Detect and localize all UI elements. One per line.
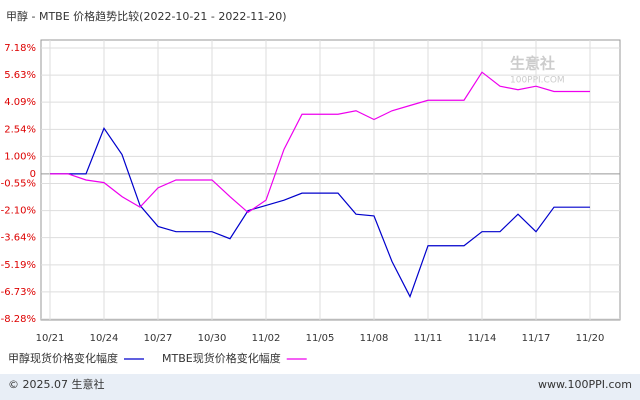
y-tick-label: 0: [30, 169, 36, 180]
y-tick-label: 7.18%: [4, 43, 36, 54]
watermark: 生意社: [510, 55, 555, 73]
footer-right: www.100PPI.com: [538, 378, 632, 391]
x-tick-label: 11/14: [468, 333, 497, 344]
x-tick-label: 10/30: [198, 333, 227, 344]
x-tick-label: 11/05: [306, 333, 335, 344]
series-line: [50, 71, 590, 214]
y-tick-label: 1.00%: [4, 151, 36, 162]
chart-title: 甲醇 - MTBE 价格趋势比较(2022-10-21 - 2022-11-20…: [6, 9, 287, 23]
legend-label: 甲醇现货价格变化幅度: [8, 351, 118, 365]
legend-label: MTBE现货价格变化幅度: [162, 351, 281, 365]
x-tick-label: 11/20: [576, 333, 605, 344]
watermark: 100PPI.COM: [510, 76, 565, 86]
y-tick-label: 2.54%: [4, 124, 36, 135]
x-tick-label: 10/21: [36, 333, 65, 344]
y-tick-label: -6.73%: [1, 287, 36, 298]
y-tick-label: -2.10%: [1, 206, 36, 217]
footer-left: © 2025.07 生意社: [8, 377, 104, 391]
x-tick-label: 10/27: [144, 333, 173, 344]
x-tick-label: 11/02: [252, 333, 281, 344]
x-tick-label: 10/24: [90, 333, 119, 344]
y-tick-label: 5.63%: [4, 70, 36, 81]
footer-bar: [0, 374, 640, 400]
plot-frame: [40, 39, 621, 321]
x-tick-label: 11/17: [522, 333, 551, 344]
series-line: [50, 127, 590, 299]
y-tick-label: -8.28%: [1, 314, 36, 325]
x-tick-label: 11/11: [414, 333, 443, 344]
y-tick-label: -0.55%: [1, 179, 36, 190]
y-tick-label: 4.09%: [4, 97, 36, 108]
y-tick-label: -5.19%: [1, 260, 36, 271]
y-tick-label: -3.64%: [1, 233, 36, 244]
x-tick-label: 11/08: [360, 333, 389, 344]
